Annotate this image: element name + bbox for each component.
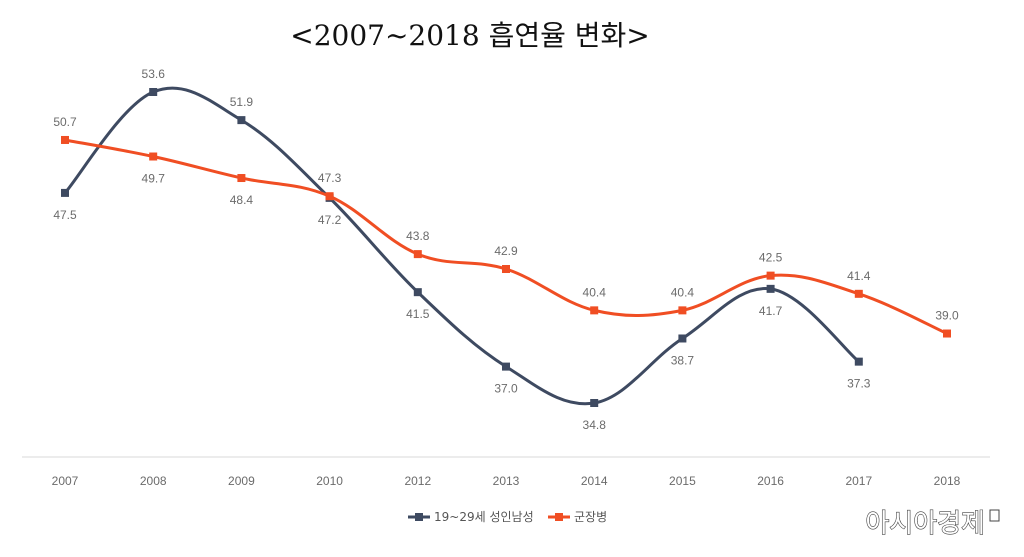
x-tick-label: 2008	[140, 474, 167, 488]
data-label: 51.9	[230, 95, 254, 109]
data-label: 42.9	[494, 244, 518, 258]
data-label: 40.4	[671, 285, 695, 299]
data-label: 53.6	[142, 67, 166, 81]
data-label: 37.0	[494, 382, 518, 396]
data-label: 42.5	[759, 251, 783, 265]
data-label: 40.4	[583, 285, 607, 299]
legend-label: 군장병	[574, 510, 607, 524]
data-point	[854, 357, 863, 366]
data-point	[149, 152, 158, 161]
data-label: 43.8	[406, 229, 430, 243]
legend-item-1: 19~29세 성인남성	[408, 510, 534, 524]
x-tick-label: 2012	[404, 474, 431, 488]
data-label: 41.5	[406, 307, 430, 321]
data-point	[413, 250, 422, 259]
x-tick-label: 2007	[52, 474, 79, 488]
data-point	[590, 306, 599, 315]
legend-label: 19~29세 성인남성	[434, 510, 534, 524]
legend-swatch-marker	[415, 513, 423, 521]
data-point	[237, 116, 246, 125]
x-tick-label: 2015	[669, 474, 696, 488]
legend-item-2: 군장병	[548, 510, 607, 524]
x-tick-label: 2016	[757, 474, 784, 488]
data-point	[502, 265, 510, 274]
data-point	[502, 362, 510, 371]
data-label: 47.2	[318, 213, 342, 227]
x-tick-label: 2013	[493, 474, 520, 488]
data-label: 39.0	[935, 309, 959, 323]
data-point	[413, 288, 422, 297]
data-point	[678, 306, 687, 315]
data-point	[766, 284, 775, 293]
data-point	[766, 271, 775, 280]
series-layer: 47.5 53.6 51.9 47.2 41.5 37.0 34.8 38.7 41.7 37.3…	[53, 67, 959, 432]
data-point	[61, 135, 69, 144]
data-label: 47.5	[53, 208, 77, 222]
data-point	[149, 88, 158, 96]
data-label: 37.3	[847, 377, 871, 391]
data-point	[943, 329, 951, 338]
data-label: 49.7	[142, 172, 166, 186]
series-1: 47.5 53.6 51.9 47.2 41.5 37.0 34.8 38.7 41.7 37.3	[53, 67, 870, 432]
chart-title: <2007~2018 흡연율 변화>	[290, 19, 650, 52]
x-tick-label: 2014	[581, 474, 608, 488]
series-line	[63, 86, 860, 406]
data-label: 38.7	[671, 353, 695, 367]
data-point	[325, 192, 334, 201]
watermark-logo: 아시아경제	[865, 509, 985, 539]
x-tick-label: 2017	[845, 474, 872, 488]
data-label: 41.4	[847, 269, 871, 283]
x-tick-label: 2010	[316, 474, 343, 488]
x-tick-label: 2009	[228, 474, 255, 488]
data-point	[854, 289, 863, 298]
data-label: 50.7	[53, 115, 77, 129]
series-2: 50.7 49.7 48.4 47.3 43.8 42.9 40.4 40.4 42.5 41.4…	[53, 115, 959, 338]
x-axis-ticks: 2007 2008 2009 2010 2012 2013 2014 2015 2016 2017…	[52, 474, 961, 488]
data-label: 41.7	[759, 304, 783, 318]
data-point	[678, 334, 687, 343]
data-label: 47.3	[318, 171, 342, 185]
data-point	[590, 399, 599, 407]
data-point	[237, 174, 246, 183]
x-tick-label: 2018	[934, 474, 961, 488]
data-point	[61, 188, 69, 197]
legend-swatch-marker	[555, 513, 563, 521]
data-label: 48.4	[230, 193, 254, 207]
data-label: 34.8	[583, 418, 607, 432]
series-line	[64, 138, 948, 335]
legend: 19~29세 성인남성 군장병	[408, 510, 607, 524]
watermark-mark-icon	[989, 509, 1000, 522]
